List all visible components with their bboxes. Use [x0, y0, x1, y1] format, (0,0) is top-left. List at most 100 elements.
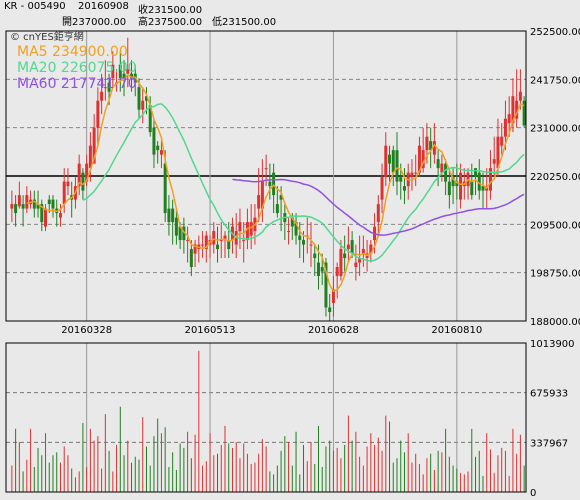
price-tick-label: 198750.00	[530, 269, 580, 280]
price-tick-label: 188000.00	[530, 317, 580, 328]
candle-body	[159, 150, 163, 155]
candle-body	[100, 91, 104, 101]
date-axis: 20160328 20160513 20160628 20160810	[61, 325, 482, 336]
candle-body	[455, 181, 459, 187]
candle-body	[414, 172, 418, 174]
ma60-line	[232, 178, 525, 236]
candle-body	[507, 114, 511, 124]
candle-body	[444, 163, 448, 182]
candle-body	[388, 154, 392, 164]
candle-body	[182, 226, 186, 241]
brand-label: © cnYES鉅亨網	[10, 30, 84, 43]
candle-body	[126, 69, 130, 74]
candle-body	[227, 240, 231, 250]
ma20-line	[82, 102, 525, 262]
candle-body	[451, 177, 455, 187]
candle-body	[204, 235, 208, 250]
candle-body	[242, 240, 246, 242]
candle-body	[118, 64, 122, 79]
candle-body	[156, 145, 160, 151]
candle-body	[257, 195, 261, 209]
candle-body	[298, 235, 302, 241]
price-tick-label: 220250.00	[530, 172, 580, 183]
candle-body	[92, 127, 96, 164]
candle-body	[167, 208, 171, 223]
candle-body	[515, 100, 519, 119]
candle-body	[212, 231, 216, 245]
candle-body	[81, 172, 85, 191]
open-price-label: 開237000.00	[62, 17, 127, 28]
candle-body	[260, 181, 264, 209]
candle-body	[17, 195, 21, 207]
candle-body	[432, 141, 436, 155]
candle-body	[391, 150, 395, 173]
candle-body	[163, 163, 167, 214]
candle-body	[429, 141, 433, 151]
candle-body	[522, 100, 526, 126]
price-tick-label: 252500.00	[530, 27, 580, 38]
candle-body	[85, 163, 89, 182]
candle-body	[21, 204, 25, 209]
candle-body	[58, 213, 62, 218]
candle-body	[96, 100, 100, 128]
candle-body	[249, 222, 253, 236]
candle-body	[436, 159, 440, 169]
candle-body	[122, 73, 126, 79]
candle-body	[339, 249, 343, 277]
candle-body	[223, 235, 227, 241]
ma20-legend: MA20 226075.00	[17, 60, 137, 76]
candle-body	[346, 244, 350, 250]
candle-body	[148, 105, 152, 133]
candle-body	[481, 186, 485, 191]
candle-body	[272, 172, 276, 196]
chart-legend: © cnYES鉅亨網 MA5 234900.00 MA20 226075.00 …	[10, 30, 137, 92]
date-tick-label: 20160513	[185, 325, 236, 336]
date-tick-label: 20160628	[308, 325, 359, 336]
candle-body	[410, 172, 414, 178]
candle-body	[313, 253, 317, 259]
candle-body	[324, 262, 328, 308]
candle-body	[500, 136, 504, 146]
candle-body	[25, 195, 29, 209]
candle-body	[40, 204, 44, 223]
ma5-line	[26, 73, 525, 293]
volume-axis: 0 337967 675933 1013900	[530, 339, 575, 499]
candle-body	[309, 244, 313, 246]
date-tick-label: 20160810	[431, 325, 482, 336]
price-tick-label: 231000.00	[530, 124, 580, 135]
candle-body	[44, 208, 48, 227]
candle-body	[459, 172, 463, 200]
candle-body	[36, 204, 40, 209]
candle-body	[216, 244, 220, 250]
candle-body	[66, 181, 70, 187]
candle-body	[279, 195, 283, 200]
candle-body	[178, 226, 182, 241]
candle-body	[47, 199, 51, 205]
candle-body	[294, 222, 298, 236]
candle-body	[88, 145, 92, 169]
candle-body	[518, 91, 522, 101]
candle-body	[264, 168, 268, 170]
volume-panel-frame	[5, 342, 527, 493]
candle-body	[290, 217, 294, 227]
volume-tick-label: 337967	[530, 438, 568, 449]
candle-body	[287, 231, 291, 233]
moving-average-lines	[26, 73, 525, 293]
high-price-label: 高237500.00	[138, 17, 203, 28]
candle-body	[511, 96, 515, 124]
candle-body	[193, 244, 197, 254]
candle-body	[421, 150, 425, 169]
candle-body	[380, 177, 384, 200]
price-panel-frame	[5, 30, 527, 322]
candle-body	[10, 204, 14, 209]
candle-body	[425, 136, 429, 151]
candle-body	[395, 150, 399, 182]
price-axis: 188000.00 198750.00 209500.00 220250.00 2310…	[530, 27, 580, 328]
volume-series	[11, 350, 525, 492]
close-price-label: 收231500.00	[138, 5, 203, 16]
candle-body	[107, 82, 111, 92]
low-price-label: 低231500.00	[212, 17, 277, 28]
candle-body	[384, 145, 388, 178]
candle-body	[186, 240, 190, 242]
